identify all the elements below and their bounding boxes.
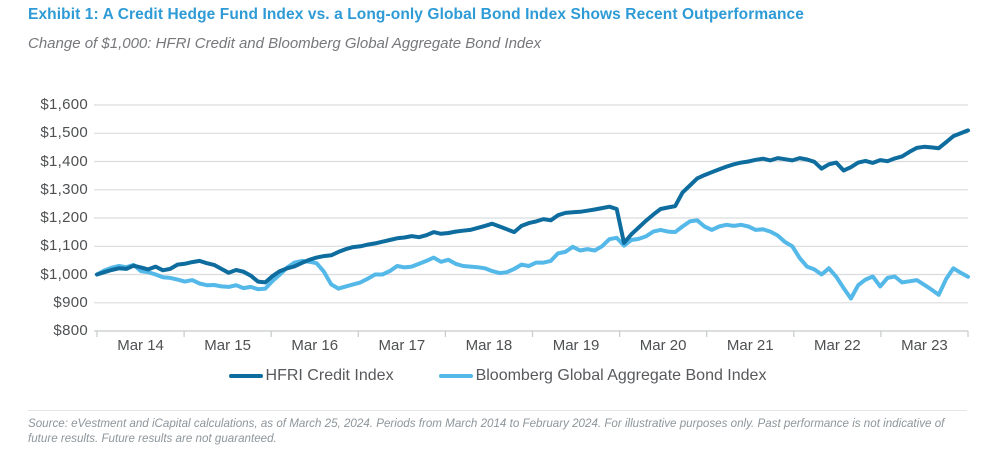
hfri-line-swatch-icon (228, 374, 263, 378)
x-axis-tick-label: Mar 23 (901, 337, 948, 354)
y-axis-tick-label: $1,000 (40, 265, 88, 283)
exhibit-subtitle: Change of $1,000: HFRI Credit and Bloomb… (28, 35, 542, 52)
x-axis-tick-label: Mar 17 (378, 337, 426, 354)
legend-label-bond: Bloomberg Global Aggregate Bond Index (475, 367, 767, 384)
legend-item-hfri-credit-index: HFRI Credit Index (228, 367, 394, 385)
x-axis-tick-label: Mar 21 (726, 337, 774, 354)
x-axis-tick-label: Mar 15 (204, 337, 251, 354)
legend-label-hfri: HFRI Credit Index (265, 367, 394, 384)
y-axis-tick-label: $1,200 (40, 209, 88, 226)
y-axis-tick-label: $1,100 (40, 237, 88, 255)
y-axis-tick-label: $1,500 (40, 124, 88, 142)
y-axis-tick-label: $1,600 (40, 96, 88, 113)
x-axis-tick-label: Mar 20 (639, 337, 687, 354)
exhibit-title: Exhibit 1: A Credit Hedge Fund Index vs.… (28, 6, 804, 23)
y-axis-tick-label: $800 (53, 322, 88, 339)
x-axis-tick-label: Mar 19 (552, 337, 600, 354)
footer-divider (28, 410, 967, 411)
x-axis-tick-label: Mar 22 (814, 337, 861, 354)
y-axis-tick-label: $900 (53, 293, 88, 311)
y-axis-tick-label: $1,400 (40, 152, 88, 170)
x-axis-tick-label: Mar 16 (291, 337, 339, 354)
hfri-credit-line (95, 128, 970, 285)
source-note: Source: eVestment and iCapital calculati… (28, 417, 945, 446)
bond-line-swatch-icon (438, 374, 473, 378)
bond-index-line (95, 218, 970, 301)
legend-item-bloomberg-global-agg: Bloomberg Global Aggregate Bond Index (438, 367, 767, 385)
y-axis-tick-label: $1,300 (40, 180, 88, 198)
chart-legend: HFRI Credit Index Bloomberg Global Aggre… (0, 367, 995, 385)
x-axis-tick-label: Mar 14 (117, 337, 164, 354)
x-axis-tick-label: Mar 18 (465, 337, 513, 354)
